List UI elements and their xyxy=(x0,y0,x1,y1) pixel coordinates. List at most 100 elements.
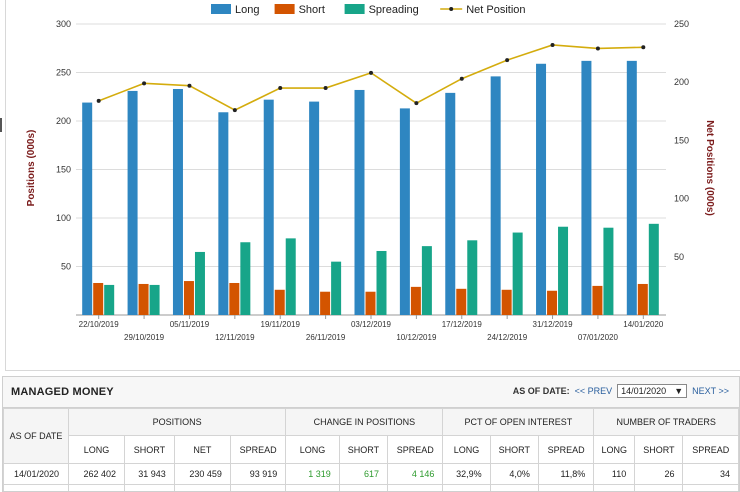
chart-bars xyxy=(82,61,659,315)
net-position-point xyxy=(641,45,645,49)
x-tick-label: 26/11/2019 xyxy=(306,333,346,342)
table-cell: 110 xyxy=(594,464,635,485)
table-cell: 230 459 xyxy=(174,464,230,485)
prev-date-link[interactable]: << PREV xyxy=(575,386,613,396)
bar-spreading xyxy=(331,262,341,315)
managed-money-title: MANAGED MONEY xyxy=(11,386,114,398)
x-tick-label: 14/01/2020 xyxy=(623,320,664,329)
table-cell: 4,4% xyxy=(538,485,593,492)
bar-spreading xyxy=(286,238,296,315)
column-header: SPREAD xyxy=(230,436,285,464)
chart-grid xyxy=(76,24,666,267)
bar-short xyxy=(275,290,285,315)
legend-swatch-short xyxy=(275,4,295,14)
date-navigation: AS OF DATE: << PREV 14/01/2020 ▼ NEXT >> xyxy=(513,384,729,398)
bar-short xyxy=(229,283,239,315)
table-cell: 93 919 xyxy=(230,464,285,485)
table-cell: 6 725 xyxy=(339,485,387,492)
y-tick-label-right: 50 xyxy=(674,252,684,262)
managed-money-header: MANAGED MONEY AS OF DATE: << PREV 14/01/… xyxy=(3,377,739,408)
bar-short xyxy=(320,292,330,315)
bar-spreading xyxy=(603,228,613,315)
column-header: LONG xyxy=(443,436,490,464)
net-position-point xyxy=(596,46,600,50)
column-header: SPREAD xyxy=(388,436,443,464)
next-date-link[interactable]: NEXT >> xyxy=(692,386,729,396)
table-cell: 26 528 xyxy=(230,485,285,492)
x-tick-label: 24/12/2019 xyxy=(487,333,528,342)
bar-long xyxy=(218,112,228,315)
table-cell: 11,8% xyxy=(538,464,593,485)
legend-swatch-long xyxy=(211,4,231,14)
net-position-point xyxy=(505,58,509,62)
y-tick-label-left: 100 xyxy=(56,213,71,223)
bar-short xyxy=(547,291,557,315)
selected-date: 14/01/2020 xyxy=(621,386,666,396)
x-tick-label: 12/11/2019 xyxy=(215,333,255,342)
x-tick-label: 03/12/2019 xyxy=(351,320,392,329)
bar-short xyxy=(184,281,194,315)
net-position-point xyxy=(460,77,464,81)
y-axis-title-left: Positions (000s) xyxy=(26,130,37,207)
column-header: SHORT xyxy=(490,436,538,464)
net-position-point xyxy=(142,81,146,85)
y-tick-label-left: 150 xyxy=(56,165,71,175)
y-tick-label-left: 300 xyxy=(56,19,71,29)
bar-long xyxy=(128,91,138,315)
x-tick-label: 29/10/2019 xyxy=(124,333,165,342)
bar-short xyxy=(139,284,149,315)
table-cell: 38 200 xyxy=(125,485,175,492)
y-tick-label-right: 150 xyxy=(674,135,689,145)
bar-spreading xyxy=(558,227,568,315)
table-cell: 4,0% xyxy=(490,464,538,485)
x-tick-label: 07/01/2020 xyxy=(578,333,619,342)
row-date: 14/01/2020 xyxy=(4,464,69,485)
legend-label-net-position: Net Position xyxy=(466,4,525,16)
column-header: SHORT xyxy=(635,436,683,464)
group-header-positions: POSITIONS xyxy=(69,409,286,436)
bar-long xyxy=(581,61,591,315)
table-group-header-row: AS OF DATE POSITIONS CHANGE IN POSITIONS… xyxy=(4,409,739,436)
net-position-point xyxy=(97,99,101,103)
bar-long xyxy=(400,108,410,315)
legend-marker-net-position xyxy=(449,7,453,11)
bar-spreading xyxy=(104,285,114,315)
net-position-point xyxy=(369,71,373,75)
x-axis-labels: 22/10/201929/10/201905/11/201912/11/2019… xyxy=(79,315,664,342)
date-column-header: AS OF DATE xyxy=(4,409,69,464)
y-tick-label-left: 200 xyxy=(56,116,71,126)
table-row: 15/10/2019213 98738 200175 78726 528-17 … xyxy=(4,485,739,492)
column-header: SPREAD xyxy=(538,436,593,464)
bar-short xyxy=(638,284,648,315)
x-tick-label: 31/12/2019 xyxy=(533,320,574,329)
table-cell: 90 xyxy=(594,485,635,492)
bar-short xyxy=(592,286,602,315)
table-cell: 617 xyxy=(339,464,387,485)
row-date: 15/10/2019 xyxy=(4,485,69,492)
bar-short xyxy=(411,287,421,315)
x-tick-label: 05/11/2019 xyxy=(170,320,210,329)
y-tick-label-right: 100 xyxy=(674,194,689,204)
bar-spreading xyxy=(195,252,205,315)
table-cell: 213 987 xyxy=(69,485,125,492)
bar-long xyxy=(491,76,501,315)
net-position-point xyxy=(414,101,418,105)
bar-short xyxy=(456,289,466,315)
y-tick-label-right: 250 xyxy=(674,19,689,29)
table-cell: 32,9% xyxy=(443,464,490,485)
table-cell: 4 146 xyxy=(388,464,443,485)
x-tick-label: 19/11/2019 xyxy=(261,320,301,329)
table-cell: 6,3% xyxy=(490,485,538,492)
table-cell: 175 787 xyxy=(174,485,230,492)
column-header: LONG xyxy=(286,436,340,464)
bar-spreading xyxy=(377,251,387,315)
x-tick-label: 17/12/2019 xyxy=(442,320,483,329)
column-header: NET xyxy=(174,436,230,464)
date-select[interactable]: 14/01/2020 ▼ xyxy=(617,384,687,398)
bar-long xyxy=(536,64,546,315)
bar-spreading xyxy=(513,233,523,315)
